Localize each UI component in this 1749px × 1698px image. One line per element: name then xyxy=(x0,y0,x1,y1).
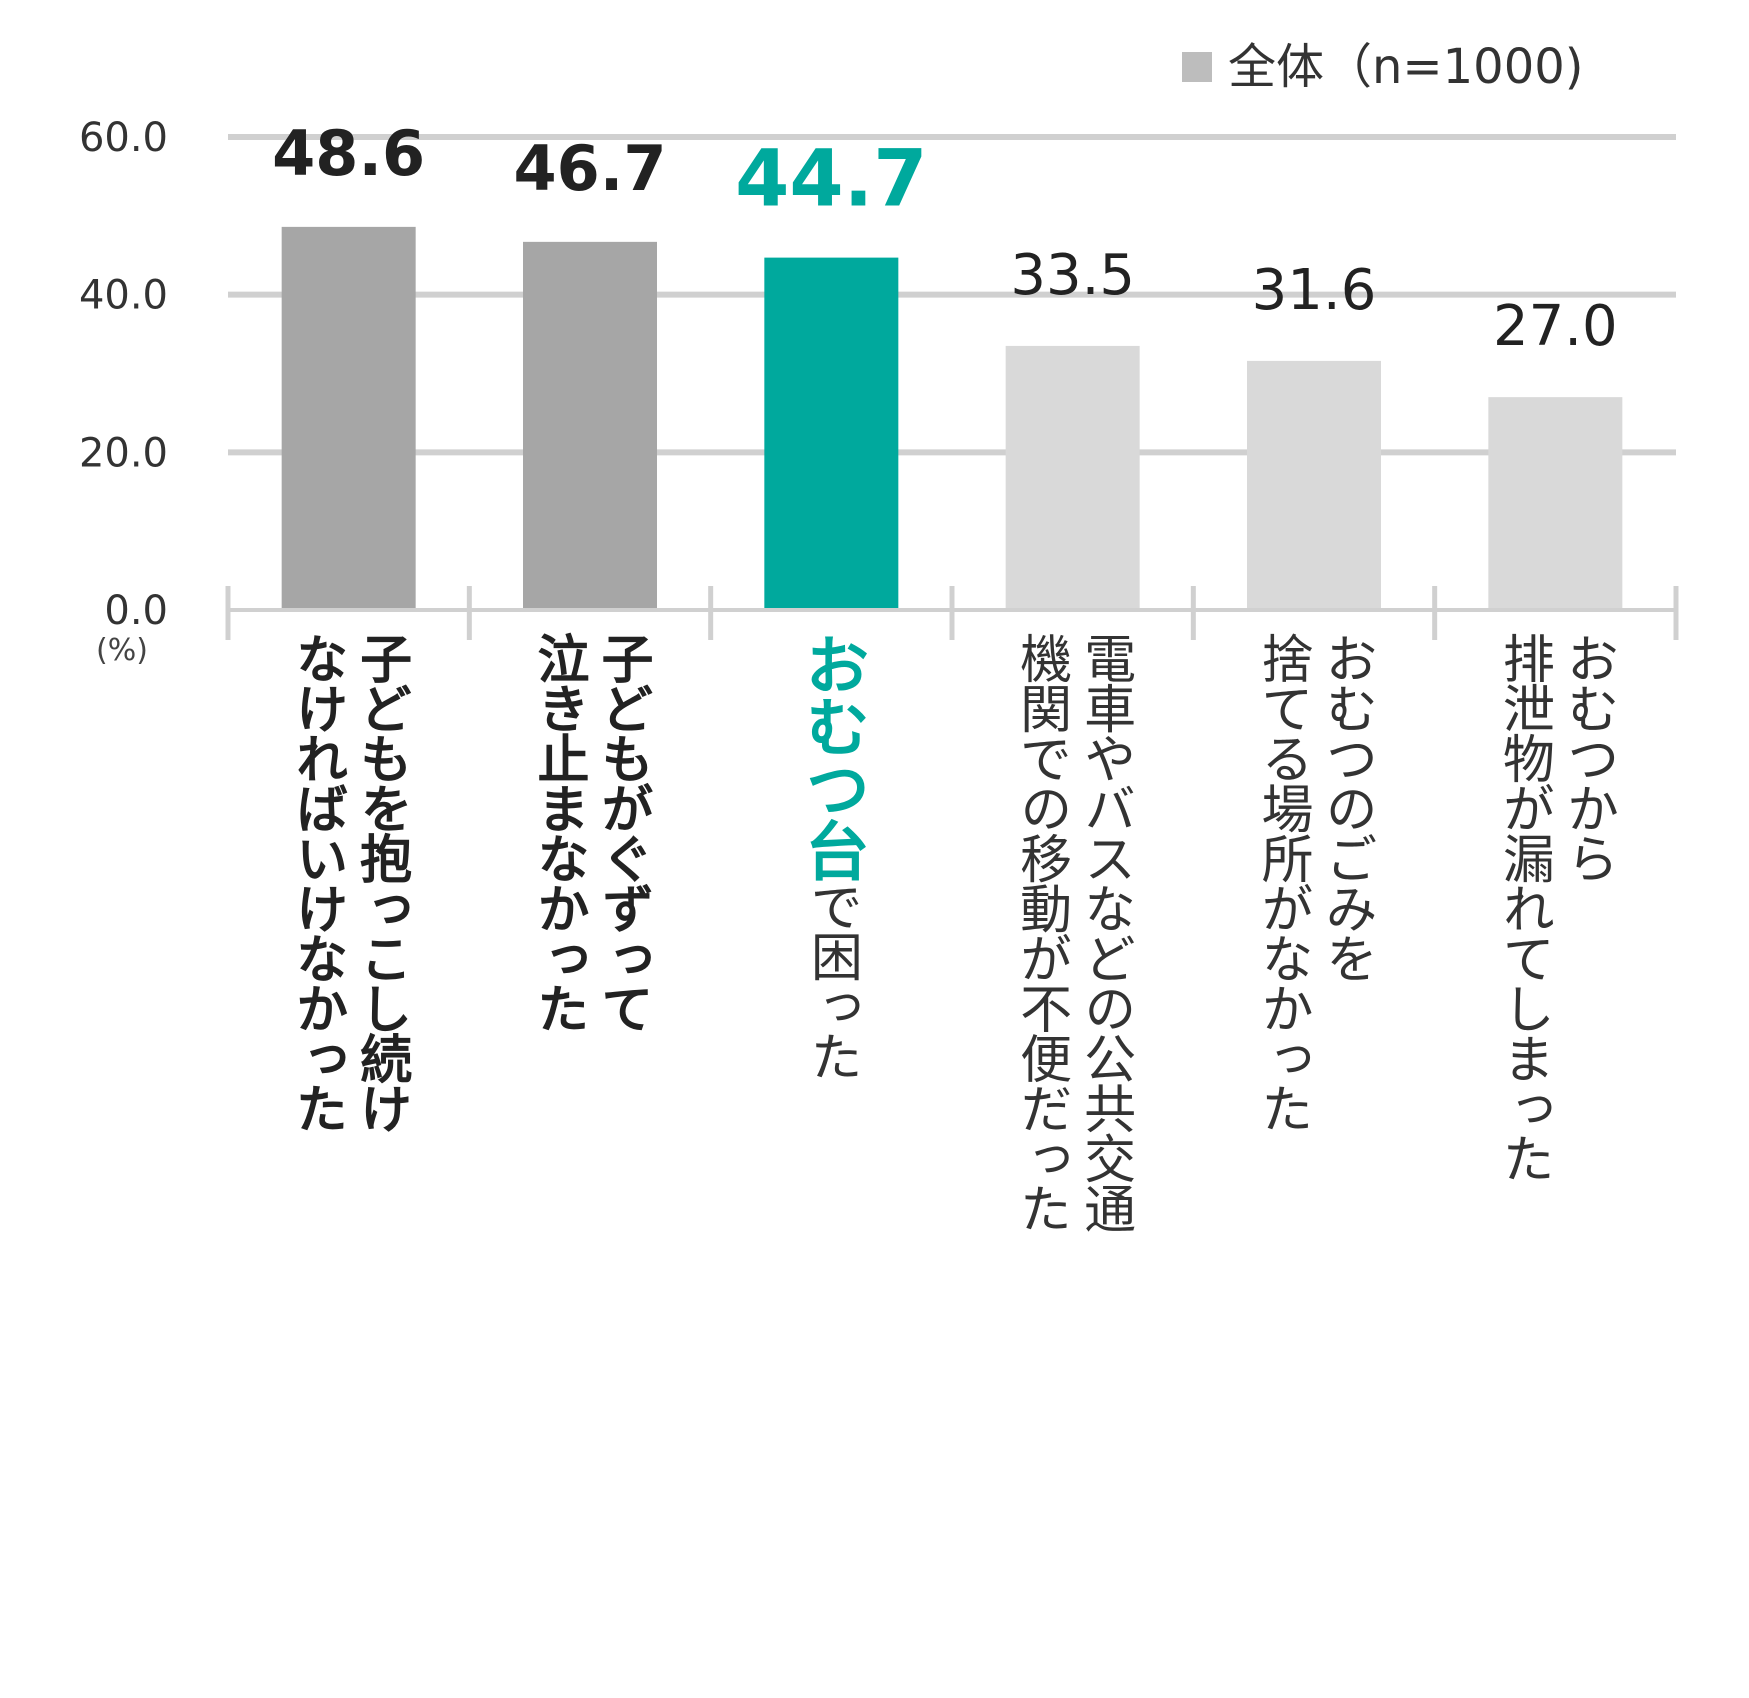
value-label: 48.6 xyxy=(272,117,425,190)
category-label-line: 子どもを抱っこし続け xyxy=(350,632,411,1132)
value-label: 31.6 xyxy=(1252,258,1377,323)
category-rest-text: で困った xyxy=(801,880,862,1080)
category-label-line: おむつから xyxy=(1557,632,1618,882)
y-tick-label: 20.0 xyxy=(79,430,168,476)
y-tick-label: 0.0 xyxy=(104,588,168,634)
legend-label: 全体（n=1000) xyxy=(1228,39,1584,95)
value-label: 27.0 xyxy=(1493,294,1618,359)
category-label-line: 泣き止まなかった xyxy=(528,632,588,1032)
category-label: 子どもがぐずって 泣き止まなかった xyxy=(526,632,654,1032)
category-label: 電車やバスなどの公共交通 機関での移動が不便だった xyxy=(1009,632,1137,1232)
category-label-line: おむつのごみを xyxy=(1316,632,1376,982)
bar xyxy=(1488,397,1623,610)
bar xyxy=(764,257,899,610)
legend: 全体（n=1000) xyxy=(1182,39,1584,95)
category-label-line: 排泄物が漏れてしまった xyxy=(1493,632,1554,1182)
category-label-line: おむつ台で困った xyxy=(794,632,868,1080)
category-label-line: 捨てる場所がなかった xyxy=(1252,632,1312,1132)
category-label-line: 子どもがぐずって xyxy=(592,632,652,1032)
legend-swatch xyxy=(1182,52,1212,82)
category-label-line: 機関での移動が不便だった xyxy=(1010,632,1071,1232)
value-label: 44.7 xyxy=(735,135,927,225)
y-unit-label: (%) xyxy=(96,633,148,668)
y-tick-label: 60.0 xyxy=(79,115,168,161)
value-label: 33.5 xyxy=(1010,243,1135,308)
category-label: おむつから 排泄物が漏れてしまった xyxy=(1491,632,1619,1182)
gridlines xyxy=(228,134,1676,456)
value-labels: 48.6 46.7 44.7 33.5 31.6 27.0 xyxy=(272,117,1618,359)
category-label-line: なければいけなかった xyxy=(286,632,347,1132)
category-label-line: 電車やバスなどの公共交通 xyxy=(1074,632,1135,1232)
bar xyxy=(1005,345,1140,610)
bar xyxy=(1247,360,1381,610)
category-label: おむつ台で困った xyxy=(794,632,868,1080)
bar xyxy=(523,241,657,610)
category-accent-text: おむつ台 xyxy=(794,632,869,880)
value-label: 46.7 xyxy=(514,132,667,205)
category-label: おむつのごみを 捨てる場所がなかった xyxy=(1250,632,1378,1132)
y-axis: 60.0 40.0 20.0 0.0 xyxy=(79,115,168,634)
bars xyxy=(281,226,1623,610)
bar xyxy=(281,226,416,610)
y-tick-label: 40.0 xyxy=(79,273,168,319)
category-label: 子どもを抱っこし続け なければいけなかった xyxy=(285,632,413,1132)
x-axis xyxy=(225,586,1679,640)
